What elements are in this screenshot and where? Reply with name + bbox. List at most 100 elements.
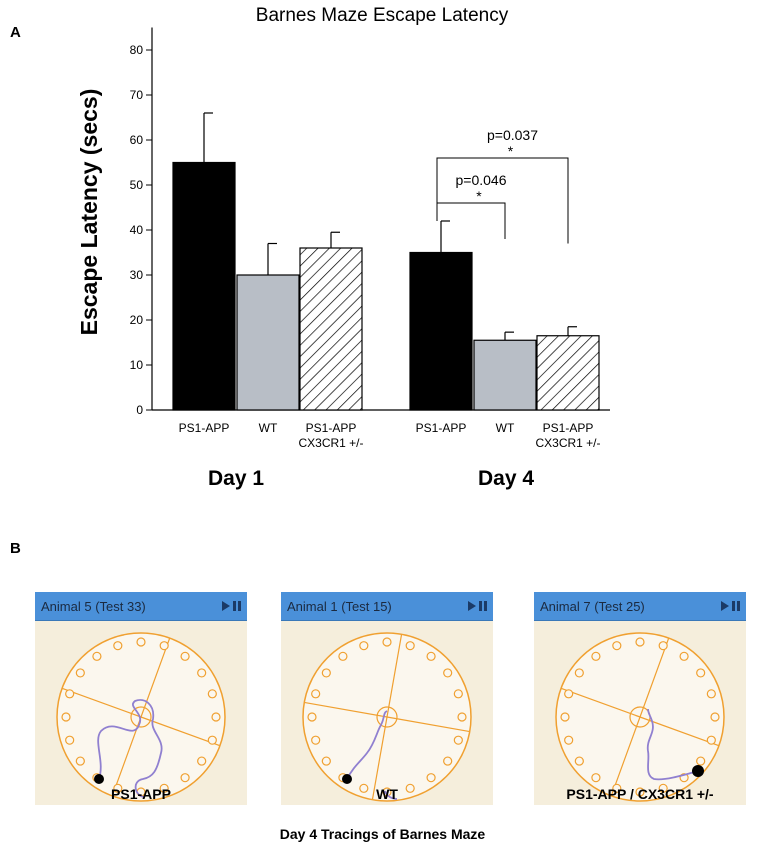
maze-header: Animal 7 (Test 25) (534, 592, 746, 621)
x-tick-label-line2: CX3CR1 +/- (298, 436, 363, 450)
maze-spoke (560, 687, 641, 718)
maze-panel-ps1-app: Animal 5 (Test 33) (35, 592, 247, 805)
maze-hole (591, 651, 601, 661)
significance-bracket (436, 157, 569, 244)
maze-hole (211, 712, 221, 722)
y-tick-label: 40 (130, 223, 144, 237)
p-value-label: p=0.037 (487, 127, 538, 143)
maze-hole (564, 689, 574, 699)
y-tick-label: 60 (130, 133, 144, 147)
maze-panel-wt: Animal 1 (Test 15) (281, 592, 493, 805)
maze-hole (359, 641, 369, 651)
bar (473, 339, 537, 411)
animal-trace (97, 699, 163, 798)
maze-hole (75, 756, 85, 766)
maze-hole (113, 641, 123, 651)
pause-icon[interactable] (233, 601, 241, 611)
barnes-maze-graphic (302, 632, 472, 802)
maze-hole (321, 756, 331, 766)
group-label: Day 4 (478, 467, 534, 490)
figure-footer: Day 4 Tracings of Barnes Maze (279, 826, 486, 842)
barnes-maze-graphic (555, 632, 725, 802)
play-icon[interactable] (222, 601, 230, 611)
maze-hole (197, 756, 207, 766)
maze-hole (574, 668, 584, 678)
maze-header: Animal 1 (Test 15) (281, 592, 493, 621)
maze-hole (696, 756, 706, 766)
maze-hole (443, 756, 453, 766)
y-tick-label: 30 (130, 268, 144, 282)
x-tick-label-line2: CX3CR1 +/- (535, 436, 600, 450)
x-tick-label: PS1-APP (306, 421, 357, 435)
maze-hole (696, 668, 706, 678)
play-icon[interactable] (721, 601, 729, 611)
maze-hole (75, 668, 85, 678)
maze-header: Animal 5 (Test 33) (35, 592, 247, 621)
maze-hole (574, 756, 584, 766)
maze-hole (92, 651, 102, 661)
maze-hole (307, 712, 317, 722)
maze-hole (635, 787, 645, 797)
maze-hole (359, 783, 369, 793)
maze-hole (453, 689, 463, 699)
animal-start-dot (692, 765, 704, 777)
animal-trace (346, 710, 388, 780)
maze-tracing (35, 621, 247, 805)
y-tick-label: 70 (130, 88, 144, 102)
panel-b-label: B (10, 540, 21, 557)
x-tick-label: PS1-APP (543, 421, 594, 435)
maze-spoke (371, 716, 388, 800)
bar (536, 335, 600, 411)
maze-hole (61, 712, 71, 722)
maze-spoke (140, 637, 171, 718)
maze-header-title: Animal 5 (Test 33) (41, 598, 146, 614)
maze-center-circle (376, 706, 398, 728)
maze-hole (426, 651, 436, 661)
maze-spoke (639, 637, 670, 718)
pause-icon[interactable] (732, 601, 740, 611)
y-axis-label: Escape Latency (secs) (76, 89, 102, 336)
maze-hole (207, 735, 217, 745)
maze-tracing (534, 621, 746, 805)
animal-start-dot (342, 774, 352, 784)
chart-title: Barnes Maze Escape Latency (256, 5, 509, 26)
maze-label-ps1-app: PS1-APP (111, 786, 171, 802)
maze-hole (207, 689, 217, 699)
maze-hole (457, 712, 467, 722)
maze-hole (426, 773, 436, 783)
maze-hole (65, 735, 75, 745)
significance-star: * (508, 143, 514, 159)
maze-hole (382, 787, 392, 797)
maze-hole (710, 712, 720, 722)
significance-bracket (436, 202, 506, 239)
maze-hole (658, 641, 668, 651)
barnes-maze-graphic (56, 632, 226, 802)
play-icon[interactable] (468, 601, 476, 611)
maze-hole (453, 735, 463, 745)
maze-center-circle (130, 706, 152, 728)
maze-hole (113, 783, 123, 793)
maze-spoke (304, 701, 388, 718)
maze-hole (321, 668, 331, 678)
maze-spoke (140, 716, 221, 747)
maze-hole (658, 783, 668, 793)
maze-hole (405, 641, 415, 651)
bar (299, 247, 363, 411)
escape-latency-chart: Barnes Maze Escape Latency Escape Latenc… (76, 5, 610, 490)
group-label: Day 1 (208, 467, 264, 490)
y-tick-label: 20 (130, 313, 144, 327)
y-tick-label: 0 (136, 403, 143, 417)
x-tick-label: WT (496, 421, 515, 435)
maze-hole (405, 783, 415, 793)
animal-trace (384, 790, 398, 800)
maze-hole (65, 689, 75, 699)
maze-tracing (281, 621, 493, 805)
x-tick-label: WT (259, 421, 278, 435)
animal-trace (646, 708, 699, 781)
maze-hole (159, 783, 169, 793)
maze-label-wt: WT (376, 786, 398, 802)
maze-hole (197, 668, 207, 678)
animal-start-dot (94, 774, 104, 784)
maze-label-cx3cr1: PS1-APP / CX3CR1 +/- (566, 786, 714, 802)
pause-icon[interactable] (479, 601, 487, 611)
